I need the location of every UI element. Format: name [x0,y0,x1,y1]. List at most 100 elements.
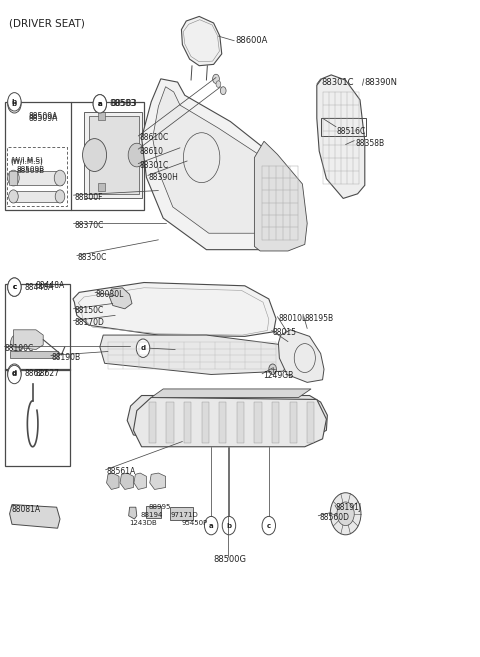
Polygon shape [127,396,327,440]
Polygon shape [150,473,166,489]
Text: 88010L: 88010L [278,314,307,323]
Text: a: a [209,522,214,529]
Circle shape [128,143,145,167]
Text: 88448A: 88448A [36,281,65,290]
Text: b: b [12,99,17,105]
Circle shape [262,516,276,535]
Polygon shape [237,402,244,443]
Text: 88448A: 88448A [25,283,54,292]
Circle shape [269,364,276,374]
Circle shape [8,93,21,111]
Circle shape [93,95,107,113]
Text: c: c [12,284,16,290]
Circle shape [11,334,23,351]
Text: d: d [12,371,17,378]
Polygon shape [98,112,105,120]
Text: 88560D: 88560D [319,513,349,522]
Text: 88194: 88194 [140,512,163,518]
Text: (DRIVER SEAT): (DRIVER SEAT) [9,18,84,28]
Polygon shape [98,183,105,191]
Polygon shape [142,79,302,250]
Text: 88015: 88015 [273,328,297,337]
Polygon shape [170,507,193,520]
Circle shape [330,493,361,535]
Text: 88170D: 88170D [74,318,104,327]
Circle shape [8,95,21,113]
Text: 88301C: 88301C [322,78,354,87]
Text: (W/I.M.S): (W/I.M.S) [11,158,43,165]
Text: 97171D: 97171D [170,512,198,518]
Circle shape [337,502,354,526]
Polygon shape [73,283,276,336]
Text: d: d [141,345,145,351]
Circle shape [136,339,150,357]
Circle shape [220,87,226,95]
Circle shape [55,190,65,203]
Polygon shape [9,171,17,185]
Polygon shape [134,473,146,489]
Text: 88509A: 88509A [29,112,58,122]
Circle shape [8,364,21,382]
Polygon shape [84,112,142,198]
Text: 88509A: 88509A [29,114,58,123]
Polygon shape [109,288,132,309]
Polygon shape [10,351,58,358]
Text: 88150C: 88150C [74,306,104,315]
Text: 88500G: 88500G [214,555,247,564]
Text: 88583: 88583 [110,99,137,108]
Text: 88627: 88627 [36,369,60,378]
Circle shape [54,170,66,186]
Circle shape [8,170,19,186]
Text: a: a [97,101,102,107]
Polygon shape [307,402,314,443]
Circle shape [213,74,219,83]
Text: 88610: 88610 [139,147,163,156]
Text: 1249GB: 1249GB [263,371,293,380]
Text: 88390N: 88390N [365,78,398,87]
Polygon shape [129,507,137,519]
Polygon shape [120,473,133,489]
Polygon shape [317,75,365,198]
Polygon shape [181,16,222,66]
Polygon shape [272,402,279,443]
Text: 95450P: 95450P [181,520,208,526]
Text: 88627: 88627 [25,369,49,378]
Polygon shape [184,402,191,443]
Text: d: d [12,370,17,376]
Text: 88390H: 88390H [149,173,179,182]
Polygon shape [219,402,227,443]
Text: (W/I.M.S): (W/I.M.S) [11,156,43,163]
Polygon shape [289,402,297,443]
Text: 88600A: 88600A [235,36,267,45]
Polygon shape [149,402,156,443]
Text: 88195B: 88195B [305,314,334,323]
Text: 88561A: 88561A [107,467,136,476]
Circle shape [8,278,21,296]
Text: 88300F: 88300F [74,193,103,202]
Polygon shape [278,330,324,382]
Text: 88583: 88583 [109,99,136,108]
Text: 88995: 88995 [149,504,171,510]
Text: 88301C: 88301C [139,161,168,170]
Polygon shape [146,506,161,518]
Text: b: b [227,522,231,529]
Polygon shape [89,116,139,194]
Text: 88370C: 88370C [74,221,104,230]
Text: 88030L: 88030L [96,290,124,299]
Text: c: c [12,284,16,290]
Circle shape [83,139,107,171]
Text: 88190B: 88190B [52,353,81,362]
Circle shape [204,516,218,535]
Circle shape [216,81,221,87]
Circle shape [8,278,21,296]
Polygon shape [107,473,119,489]
Polygon shape [254,141,307,251]
Circle shape [222,516,236,535]
Text: 88509B: 88509B [17,168,45,174]
Polygon shape [167,402,174,443]
Polygon shape [202,402,209,443]
Circle shape [8,365,21,384]
Text: 88191J: 88191J [336,503,362,512]
Text: 88358B: 88358B [355,139,384,148]
Polygon shape [10,505,60,528]
